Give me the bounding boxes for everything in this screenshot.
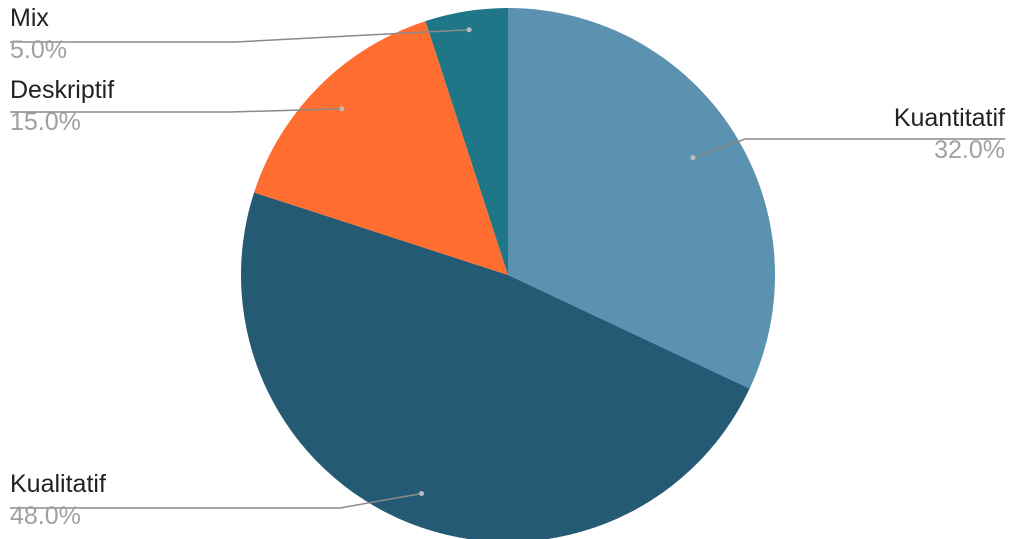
slice-value-label: 5.0% (10, 36, 67, 64)
slice-label: Kualitatif (10, 470, 106, 498)
slice-value-label: 15.0% (10, 108, 81, 136)
slice-value-label: 32.0% (934, 136, 1005, 164)
slice-label: Kuantitatif (894, 104, 1005, 132)
leader-dot (339, 106, 344, 111)
page: Kuantitatif 32.0% Kualitatif 48.0% Deskripti… (0, 0, 1016, 539)
slice-value-label: 48.0% (10, 502, 81, 530)
leader-dot (419, 491, 424, 496)
slice-label: Deskriptif (10, 76, 114, 104)
slice-label: Mix (10, 4, 49, 32)
leader-dot (690, 155, 695, 160)
chart: Kuantitatif 32.0% Kualitatif 48.0% Deskripti… (0, 0, 1016, 539)
leader-dot (467, 27, 472, 32)
